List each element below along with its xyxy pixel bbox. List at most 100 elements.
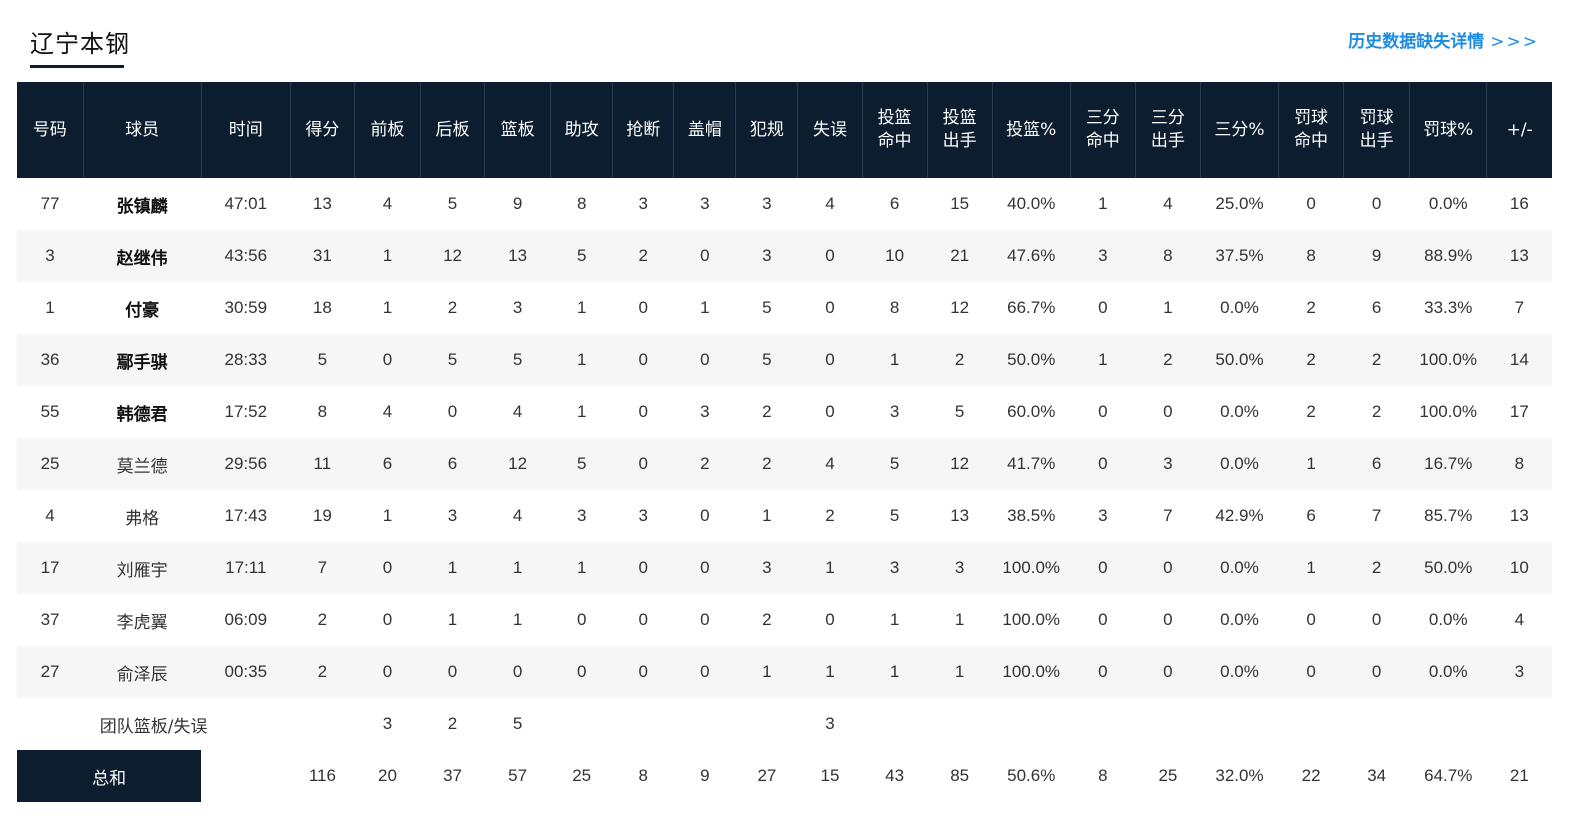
column-header-label: 时间 — [228, 119, 263, 140]
column-header: 投篮 命中 — [861, 82, 928, 178]
player-name[interactable]: 俞泽辰 — [83, 646, 202, 698]
stat-cell: 18 — [312, 298, 332, 317]
table-row: 37 李虎翼 06:09 2 0 1 1 0 0 0 2 0 1 1 100.0% 0 0 0.0% 0 0 0.0% 4 — [17, 594, 1552, 646]
box-score-table: 号码 球员 时间 得分 前板 后板 篮板 助攻 抢断 盖帽 犯规 失误 投篮 命中 投篮 出手 投篮% 三分 命中三… — [17, 82, 1552, 802]
player-name[interactable]: 鄢手骐 — [83, 334, 202, 386]
stat-cell: 2 — [1278, 334, 1344, 386]
stat-cell: 19 — [312, 506, 332, 525]
stat-cell: 88.9% — [1409, 230, 1487, 282]
stat-cell: 47.6% — [992, 230, 1071, 282]
column-header-label: 命中 — [1294, 131, 1329, 151]
stat-cell: 1 — [797, 542, 863, 594]
stat-cell: 13 — [1509, 506, 1529, 525]
column-header: 罚球% — [1409, 82, 1487, 178]
player-name[interactable]: 弗格 — [125, 508, 160, 529]
stat-cell: 2 — [762, 610, 772, 629]
stat-cell: 50.6% — [992, 750, 1071, 802]
player-name[interactable]: 赵继伟 — [83, 230, 202, 282]
column-header: 抢断 — [612, 82, 674, 178]
stat-cell: 43:56 — [201, 230, 291, 282]
stat-cell: 1 — [1278, 438, 1344, 490]
stat-cell: 2 — [762, 402, 772, 421]
stat-cell: 2 — [1306, 298, 1316, 317]
stat-cell — [1200, 698, 1279, 750]
stat-cell: 0 — [673, 542, 736, 594]
player-name[interactable]: 张镇麟 — [116, 196, 168, 217]
stat-cell: 0.0% — [1220, 402, 1259, 421]
column-header: 三分% — [1199, 82, 1279, 178]
column-header-label: 犯规 — [749, 119, 784, 140]
stat-cell: 0 — [673, 334, 736, 386]
stat-cell: 0 — [612, 646, 674, 698]
stat-cell: 0.0% — [1220, 298, 1259, 317]
stat-cell: 1 — [1098, 194, 1108, 213]
player-name[interactable]: 莫兰德 — [83, 438, 202, 490]
stat-cell: 5 — [550, 230, 613, 282]
stat-cell: 15 — [797, 750, 863, 802]
stat-cell: 1 — [382, 298, 393, 317]
stat-cell: 2 — [447, 298, 458, 317]
stat-cell — [735, 698, 798, 750]
stat-cell: 0.0% — [1200, 646, 1279, 698]
stat-cell: 3 — [797, 698, 863, 750]
stat-cell: 4 — [1163, 194, 1173, 213]
stat-cell: 2 — [317, 610, 328, 629]
stat-cell — [612, 698, 674, 750]
stat-cell: 0 — [382, 610, 393, 629]
stat-cell: 30:59 — [224, 298, 268, 317]
player-name[interactable]: 韩德君 — [116, 404, 168, 425]
column-header-label: 后板 — [435, 119, 470, 140]
stat-cell: 7 — [1371, 506, 1382, 525]
stat-cell: 0 — [1135, 542, 1201, 594]
stat-cell: 6 — [1371, 298, 1382, 317]
column-header-label: 号码 — [32, 119, 67, 140]
stat-cell: 16.7% — [1409, 438, 1487, 490]
stat-cell: 3 — [862, 542, 928, 594]
stat-cell: 1 — [797, 646, 863, 698]
column-header: 号码 — [17, 82, 84, 178]
stat-cell: 0 — [700, 610, 710, 629]
stat-cell: 0.0% — [1220, 610, 1259, 629]
stat-cell: 0 — [797, 334, 863, 386]
stat-cell: 1 — [382, 506, 393, 525]
column-header: 得分 — [289, 82, 355, 178]
stat-cell — [927, 698, 993, 750]
player-name[interactable]: 李虎翼 — [116, 612, 168, 633]
stat-cell: 7 — [290, 542, 355, 594]
stat-cell: 5 — [862, 438, 928, 490]
stat-cell: 25 — [17, 438, 84, 490]
stat-cell: 6 — [1306, 506, 1316, 525]
stat-cell: 37 — [40, 610, 60, 629]
stat-cell: 00:35 — [201, 646, 291, 698]
stat-cell: 50.0% — [1200, 334, 1279, 386]
column-header: 罚球 出手 — [1343, 82, 1410, 178]
stat-cell: 0 — [1371, 194, 1382, 213]
stat-cell: 3 — [1135, 438, 1201, 490]
column-header-label: 失误 — [812, 119, 847, 140]
stat-cell — [550, 698, 613, 750]
stat-cell: 100.0% — [1002, 610, 1061, 629]
stat-cell: 17:43 — [224, 506, 268, 525]
stat-cell: 06:09 — [224, 610, 268, 629]
stat-cell: 5 — [735, 334, 798, 386]
stat-cell: 3 — [447, 506, 458, 525]
stat-cell: 27 — [17, 646, 84, 698]
stat-cell: 1 — [1070, 334, 1136, 386]
table-row: 4 弗格 17:43 19 1 3 4 3 3 0 1 2 5 13 38.5% 3 7 42.9% 6 7 85.7%… — [17, 490, 1552, 542]
stat-cell — [1343, 698, 1410, 750]
stat-cell: 1 — [954, 610, 965, 629]
stat-cell: 57 — [484, 750, 551, 802]
column-header-label: 罚球 — [1359, 108, 1394, 128]
history-data-link[interactable]: 历史数据缺失详情 >>> — [1348, 27, 1539, 52]
totals-row: 总和 116 20 37 57 25 8 9 27 15 43 85 50.6% 8 25 32.0% 22 34… — [17, 750, 1552, 802]
column-header: 球员 — [82, 82, 202, 178]
stat-cell: 1 — [735, 646, 798, 698]
stat-cell: 34 — [1343, 750, 1410, 802]
stat-cell: 9 — [512, 194, 523, 213]
stat-cell: 1 — [1163, 298, 1173, 317]
stat-cell: 2 — [290, 646, 355, 698]
stat-cell: 12 — [420, 230, 485, 282]
player-name[interactable]: 付豪 — [125, 300, 160, 321]
player-name[interactable]: 刘雁宇 — [83, 542, 202, 594]
column-header: 三分 出手 — [1134, 82, 1201, 178]
